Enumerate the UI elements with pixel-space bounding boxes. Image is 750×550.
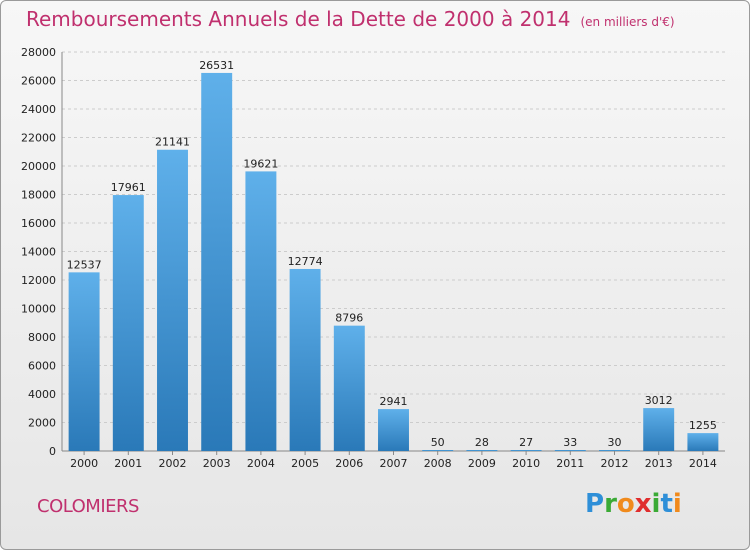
x-tick-label: 2000 (70, 457, 98, 470)
data-label: 2941 (380, 395, 408, 408)
data-label: 1255 (689, 419, 717, 432)
data-label: 8796 (335, 312, 363, 325)
data-label: 12537 (67, 258, 102, 271)
y-tick-label: 4000 (28, 388, 56, 401)
bar-2007 (378, 409, 409, 451)
x-tick-label: 2013 (645, 457, 673, 470)
bar-2001 (112, 195, 144, 451)
chart-unit: (en milliers d'€) (580, 15, 675, 29)
data-label: 19621 (243, 157, 278, 170)
bar-2002 (157, 149, 188, 451)
bar-2009 (466, 450, 498, 451)
bar-2010 (510, 450, 542, 451)
y-tick-label: 10000 (21, 303, 56, 316)
x-tick-label: 2007 (380, 457, 408, 470)
data-label: 12774 (288, 255, 323, 268)
bar-2014 (687, 433, 719, 451)
logo-letter: i (672, 489, 682, 519)
x-tick-label: 2014 (689, 457, 717, 470)
logo-letter: t (660, 489, 673, 519)
chart-header: Remboursements Annuels de la Dette de 20… (26, 7, 675, 31)
y-tick-label: 28000 (21, 46, 56, 59)
y-tick-label: 18000 (21, 189, 56, 202)
data-label: 50 (431, 436, 445, 449)
logo-letter: i (651, 489, 661, 519)
bar-2005 (289, 268, 321, 451)
logo-letter: o (616, 489, 635, 519)
x-tick-label: 2006 (335, 457, 363, 470)
logo-letter: r (604, 489, 617, 519)
bar-2000 (68, 272, 100, 451)
y-tick-label: 2000 (28, 417, 56, 430)
logo-letter: x (634, 489, 652, 519)
chart-title: Remboursements Annuels de la Dette de 20… (26, 7, 571, 31)
data-label: 27 (519, 436, 533, 449)
bar-2011 (554, 450, 586, 451)
data-label: 28 (475, 436, 489, 449)
data-label: 21141 (155, 136, 190, 149)
y-tick-label: 6000 (28, 360, 56, 373)
bar-2008 (422, 450, 454, 451)
y-tick-label: 14000 (21, 246, 56, 259)
y-tick-label: 20000 (21, 160, 56, 173)
data-label: 33 (563, 436, 577, 449)
data-label: 3012 (645, 394, 673, 407)
x-tick-label: 2008 (424, 457, 452, 470)
data-label: 30 (608, 436, 622, 449)
x-tick-label: 2010 (512, 457, 540, 470)
y-tick-label: 12000 (21, 274, 56, 287)
x-tick-label: 2011 (556, 457, 584, 470)
y-tick-label: 22000 (21, 132, 56, 145)
data-label: 26531 (199, 59, 234, 72)
x-tick-label: 2004 (247, 457, 275, 470)
bar-2004 (245, 171, 277, 451)
y-tick-label: 16000 (21, 217, 56, 230)
y-tick-label: 0 (49, 445, 56, 458)
x-tick-label: 2012 (601, 457, 629, 470)
x-tick-label: 2001 (114, 457, 142, 470)
y-tick-label: 8000 (28, 331, 56, 344)
bar-2013 (643, 408, 675, 451)
y-tick-label: 26000 (21, 75, 56, 88)
bar-2006 (333, 325, 365, 451)
x-tick-label: 2009 (468, 457, 496, 470)
bar-2012 (599, 450, 630, 451)
city-name: COLOMIERS (37, 496, 139, 517)
bar-2003 (201, 72, 233, 451)
y-tick-label: 24000 (21, 103, 56, 116)
x-tick-label: 2002 (159, 457, 187, 470)
logo-letter: P (585, 489, 605, 519)
x-tick-label: 2003 (203, 457, 231, 470)
x-tick-label: 2005 (291, 457, 319, 470)
proxiti-logo: Proxiti (585, 489, 682, 519)
data-label: 17961 (111, 181, 146, 194)
